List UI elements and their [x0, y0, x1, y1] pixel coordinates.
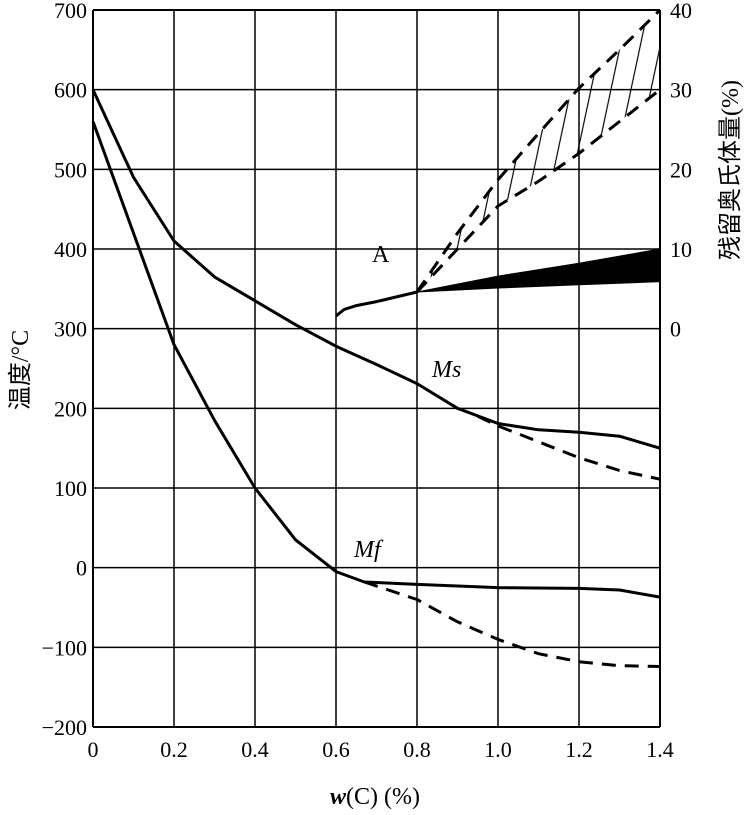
series-retained-austenite-band-solid-area [416, 248, 661, 293]
series-mf-dashed-line [363, 580, 661, 668]
annotation-ms: Ms [431, 357, 461, 383]
x-tick-label: 1.2 [565, 737, 593, 762]
y-axis-label: 温度/°C [7, 330, 34, 410]
y2-tick-label: 40 [670, 0, 692, 23]
y-tick-label: 200 [54, 396, 87, 421]
annotation-a: A [372, 242, 390, 268]
annotation-mf: Mf [353, 537, 384, 563]
y-tick-label: 100 [54, 476, 87, 501]
y2-tick-label: 10 [670, 237, 692, 262]
y2-tick-label: 0 [670, 317, 681, 342]
x-tick-label: 1.4 [646, 737, 674, 762]
y2-tick-label: 20 [670, 157, 692, 182]
grid [92, 9, 661, 728]
x-tick-label: 1.0 [484, 737, 512, 762]
series-mf-line [91, 120, 661, 599]
x-axis-label: w(C) (%) [330, 784, 420, 810]
series-retained-austenite-band-hatched-upper-line [415, 8, 662, 293]
y-tick-label: 700 [54, 0, 87, 23]
y-tick-label: 400 [54, 237, 87, 262]
tick-labels: 0 0.2 0.4 0.6 0.8 1.0 1.2 1.4700600500400300200… [42, 0, 692, 762]
y-tick-label: 300 [54, 317, 87, 342]
y2-tick-label: 30 [670, 78, 692, 103]
chart-marks [91, 8, 662, 668]
series-ms-line [91, 89, 661, 450]
x-tick-label: 0.2 [160, 737, 188, 762]
x-tick-label: 0 [88, 737, 99, 762]
x-tick-label: 0.6 [322, 737, 350, 762]
series-retained-austenite-line [335, 290, 418, 318]
series-retained-austenite-band-hatched-lower-line [415, 88, 661, 294]
series-retained-austenite-band-hatched-hatch [417, 10, 660, 292]
y-tick-label: 600 [54, 78, 87, 103]
x-tick-label: 0.8 [403, 737, 431, 762]
y2-axis-label: 残留奥氏体量(%) [717, 80, 744, 260]
y-tick-label: −100 [42, 635, 87, 660]
y-tick-label: 0 [76, 556, 87, 581]
y-tick-label: −200 [42, 715, 87, 740]
y-tick-label: 500 [54, 157, 87, 182]
x-tick-label: 0.4 [241, 737, 269, 762]
